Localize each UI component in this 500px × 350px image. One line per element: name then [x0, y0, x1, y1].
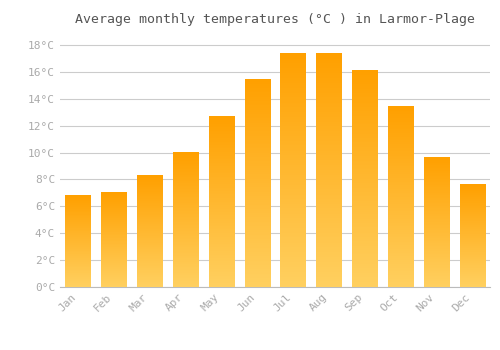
Title: Average monthly temperatures (°C ) in Larmor-Plage: Average monthly temperatures (°C ) in La…	[75, 13, 475, 26]
